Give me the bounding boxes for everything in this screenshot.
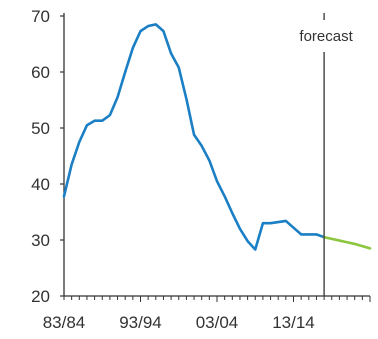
y-tick-label: 30 <box>31 231 50 250</box>
x-tick-label: 93/94 <box>119 313 162 332</box>
series-lines <box>62 23 372 251</box>
forecast-annotation: forecast <box>299 13 354 296</box>
x-axis-ticks: 83/84 93/94 03/04 13/14 <box>43 296 371 332</box>
series-line-2 <box>322 235 372 250</box>
y-tick-label: 50 <box>31 119 50 138</box>
series-line-1 <box>62 23 326 251</box>
y-tick-label: 20 <box>31 287 50 306</box>
x-tick-label: 03/04 <box>196 313 239 332</box>
x-tick-label: 83/84 <box>43 313 86 332</box>
x-tick-label: 13/14 <box>272 313 315 332</box>
y-tick-label: 70 <box>31 7 50 26</box>
y-tick-label: 60 <box>31 63 50 82</box>
forecast-label: forecast <box>299 28 353 45</box>
y-tick-label: 40 <box>31 175 50 194</box>
y-axis-ticks: 20 30 40 50 60 70 <box>31 7 64 306</box>
